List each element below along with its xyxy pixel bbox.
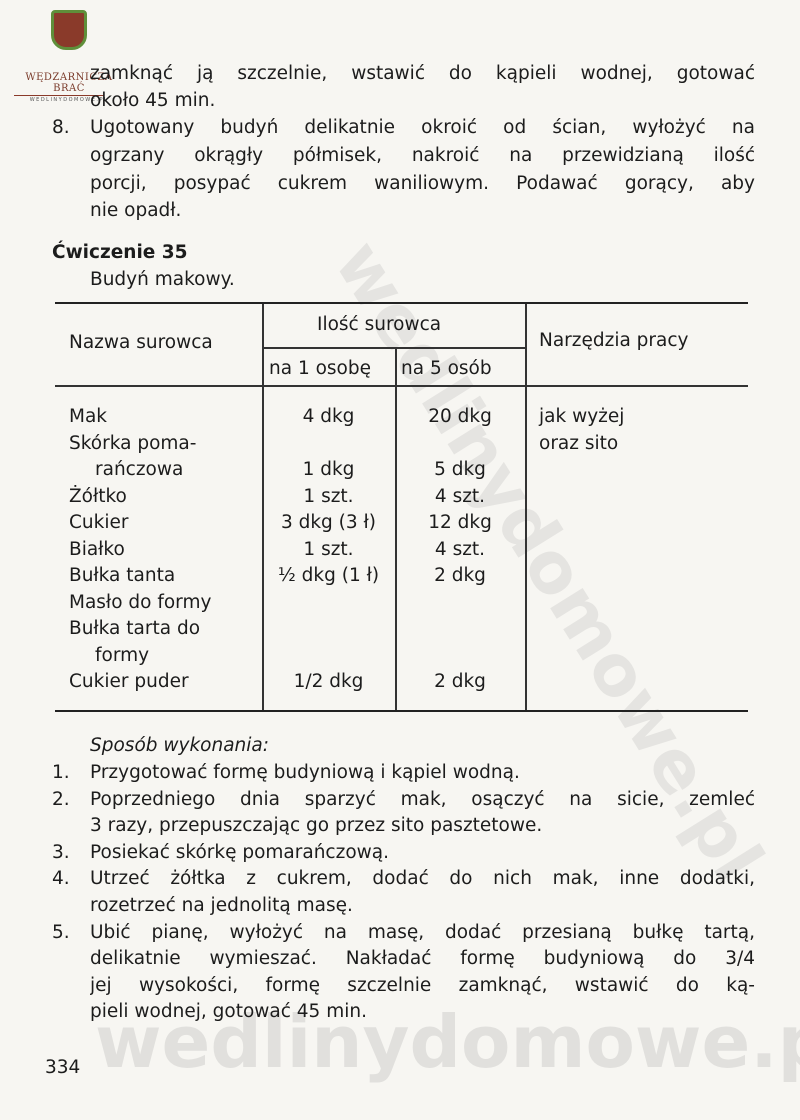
quantity-per-1: ½ dkg (1 ł)	[277, 565, 380, 586]
text-line: Ugotowany budyń delikatnie okroić od ści…	[90, 117, 755, 138]
header-name: Nazwa surowca	[69, 332, 213, 353]
header-tools: Narzędzia pracy	[539, 330, 689, 351]
step-number: 2.	[52, 788, 70, 810]
watermark-bottom: wedlinydomowe.pl	[95, 1000, 800, 1084]
step-number: 4.	[52, 868, 70, 890]
text-line: pieli wodnej, gotować 45 min.	[90, 1001, 367, 1023]
text-line: Utrzeć żółtka z cukrem, dodać do nich ma…	[90, 868, 755, 890]
tool-text: jak wyżej	[539, 406, 625, 427]
ingredient-name: Białko	[69, 538, 125, 560]
header-quantity: Ilość surowca	[317, 314, 442, 335]
site-logo: WĘDZARNICZA BRAĆ WEDLINYDOMOWE.PL	[14, 10, 124, 103]
quantity-per-1: 1 szt.	[303, 538, 354, 560]
quantity-per-1: 3 dkg (3 ł)	[280, 512, 377, 533]
ingredient-name: Masło do formy	[69, 591, 212, 613]
text-line: Poprzedniego dnia sparzyć mak, osączyć n…	[90, 788, 755, 810]
ingredient-name: Cukier puder	[69, 671, 189, 692]
header-per1: na 1 osobę	[269, 358, 371, 379]
quantity-per-1: 1/2 dkg	[293, 671, 364, 692]
text-line: delikatnie wymieszać. Nakładać formę bud…	[90, 948, 755, 970]
quantity-per-5: 2 dkg	[434, 671, 486, 692]
tool-text: oraz sito	[539, 432, 619, 454]
logo-emblem-icon	[51, 10, 87, 50]
logo-subtext: WEDLINYDOMOWE.PL	[29, 97, 109, 103]
exercise-title: Ćwiczenie 35	[52, 242, 188, 263]
text-line: ogrzany okrągły półmisek, nakroić na prz…	[90, 145, 755, 166]
step-number: 1.	[52, 762, 70, 783]
quantity-per-1: 4 dkg	[302, 406, 355, 427]
text-line: Przygotować formę budyniową i kąpiel wod…	[90, 762, 520, 783]
text-line: Posiekać skórkę pomarańczową.	[90, 841, 389, 863]
quantity-per-5: 4 szt.	[434, 538, 486, 560]
text-line: rozetrzeć na jednolitą masę.	[90, 895, 353, 916]
ingredient-name: Mak	[69, 406, 108, 427]
step-number: 5.	[52, 921, 70, 943]
quantity-per-5: 4 szt.	[434, 485, 486, 507]
ingredient-name: Żółtko	[69, 485, 127, 507]
step-number: 3.	[52, 841, 70, 863]
logo-text: WĘDZARNICZA BRAĆ	[25, 72, 113, 94]
quantity-per-5: 2 dkg	[434, 565, 486, 586]
ingredient-name: formy	[95, 644, 150, 666]
text-line: nie opadł.	[90, 200, 182, 221]
recipe-title: Budyń makowy.	[90, 269, 235, 290]
quantity-per-5: 12 dkg	[428, 512, 492, 533]
quantity-per-1: 1 szt.	[303, 485, 354, 507]
text-line: porcji, posypać cukrem waniliowym. Podaw…	[90, 173, 755, 194]
method-heading: Sposób wykonania:	[90, 735, 269, 756]
step-number: 8.	[52, 117, 70, 138]
ingredient-name: rańczowa	[95, 459, 184, 480]
ingredient-name: Bułka tarta do	[69, 618, 201, 639]
quantity-per-5: 5 dkg	[434, 459, 486, 480]
page-number: 334	[45, 1057, 81, 1078]
header-per5: na 5 osób	[401, 358, 492, 379]
ingredient-name: Cukier	[69, 512, 129, 533]
text-line: zamknąć ją szczelnie, wstawić do kąpieli…	[90, 63, 755, 84]
text-line: Ubić pianę, wyłożyć na masę, dodać przes…	[90, 921, 755, 943]
ingredient-name: Skórka poma-	[69, 432, 197, 454]
ingredients-table: Nazwa surowca Ilość surowca na 1 osobę n…	[55, 302, 748, 712]
ingredient-name: Bułka tanta	[69, 565, 176, 586]
quantity-per-1: 1 dkg	[302, 459, 355, 480]
text-line: jej wysokości, formę szczelnie zamknąć, …	[90, 974, 755, 996]
quantity-per-5: 20 dkg	[428, 406, 492, 427]
text-line: 3 razy, przepuszczając go przez sito pas…	[90, 815, 543, 837]
text-line: około 45 min.	[90, 90, 216, 111]
